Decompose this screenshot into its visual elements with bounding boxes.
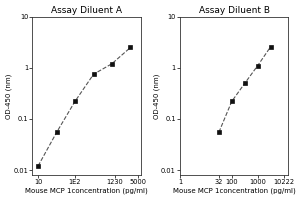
Y-axis label: OD-450 (nm): OD-450 (nm) [6, 73, 12, 119]
Title: Assay Diluent B: Assay Diluent B [199, 6, 269, 15]
Title: Assay Diluent A: Assay Diluent A [51, 6, 122, 15]
X-axis label: Mouse MCP 1concentration (pg/ml): Mouse MCP 1concentration (pg/ml) [172, 188, 296, 194]
X-axis label: Mouse MCP 1concentration (pg/ml): Mouse MCP 1concentration (pg/ml) [25, 188, 148, 194]
Y-axis label: OD-450 (nm): OD-450 (nm) [153, 73, 160, 119]
